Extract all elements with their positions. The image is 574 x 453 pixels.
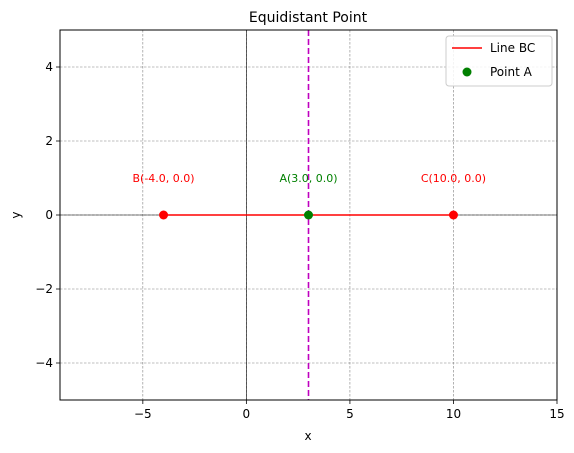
y-tick-label: 0 — [45, 208, 53, 222]
chart-title: Equidistant Point — [249, 10, 368, 26]
y-axis-label: y — [9, 211, 23, 218]
y-tick-label: −4 — [35, 356, 53, 370]
x-ticks: −5 0 5 10 15 — [134, 400, 565, 421]
y-tick-label: −2 — [35, 282, 53, 296]
y-tick-label: 2 — [45, 134, 53, 148]
legend-line-bc-label: Line BC — [490, 41, 535, 55]
x-tick-label: 15 — [549, 407, 564, 421]
y-ticks: −4 −2 0 2 4 — [35, 60, 60, 370]
legend-point-a-label: Point A — [490, 65, 533, 79]
x-tick-label: 0 — [243, 407, 251, 421]
x-tick-label: 10 — [446, 407, 461, 421]
legend-point-a-swatch — [463, 68, 472, 77]
label-point-a: A(3.0, 0.0) — [279, 172, 337, 185]
legend: Line BC Point A — [446, 36, 552, 86]
marks — [159, 30, 458, 400]
y-tick-label: 4 — [45, 60, 53, 74]
label-point-c: C(10.0, 0.0) — [421, 172, 486, 185]
x-axis-label: x — [304, 429, 311, 443]
point-c — [449, 211, 458, 220]
point-b — [159, 211, 168, 220]
x-tick-label: 5 — [346, 407, 354, 421]
annotations: B(-4.0, 0.0) A(3.0, 0.0) C(10.0, 0.0) — [132, 172, 486, 185]
label-point-b: B(-4.0, 0.0) — [132, 172, 194, 185]
x-tick-label: −5 — [134, 407, 152, 421]
point-a — [304, 211, 313, 220]
